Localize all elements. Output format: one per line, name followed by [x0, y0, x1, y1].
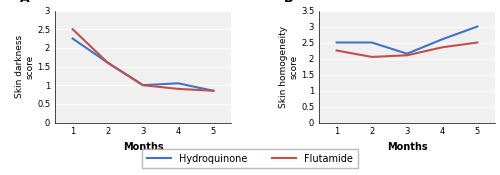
Text: A: A: [20, 0, 30, 5]
Y-axis label: Skin homogeneity
score: Skin homogeneity score: [278, 25, 298, 108]
X-axis label: Months: Months: [386, 142, 428, 152]
X-axis label: Months: Months: [122, 142, 164, 152]
Text: B: B: [284, 0, 294, 5]
Y-axis label: Skin darkness
score: Skin darkness score: [15, 35, 34, 98]
Legend: Hydroquinone, Flutamide: Hydroquinone, Flutamide: [142, 149, 358, 168]
